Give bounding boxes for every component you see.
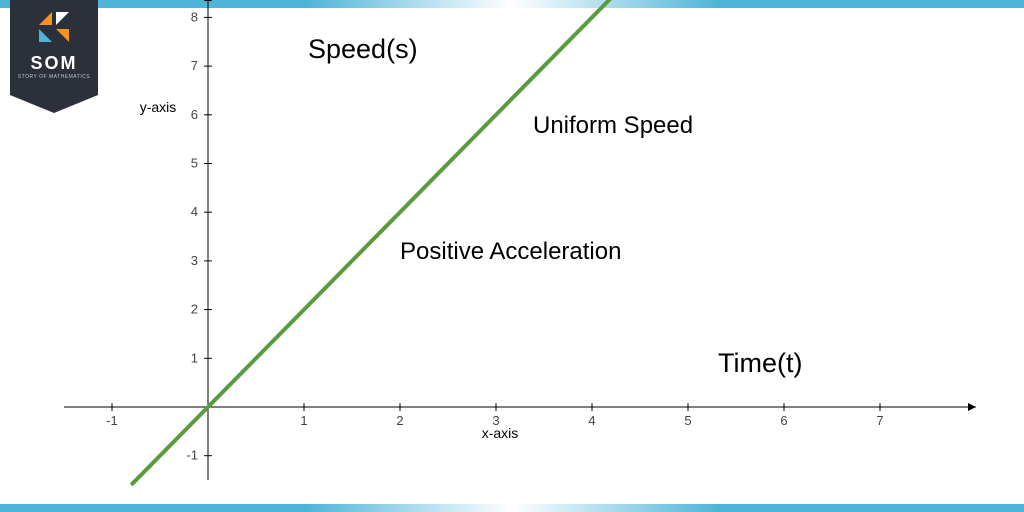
- y-tick-label: 6: [191, 107, 198, 122]
- y-tick-label: 2: [191, 302, 198, 317]
- y-axis-label: y-axis: [140, 99, 177, 115]
- x-tick-label: 6: [780, 413, 787, 428]
- annotation-uniform: Uniform Speed: [533, 112, 693, 140]
- y-tick-label: 3: [191, 253, 198, 268]
- x-tick-label: 4: [588, 413, 595, 428]
- x-axis-label: x-axis: [482, 425, 519, 441]
- annotation-title: Speed(s): [308, 34, 418, 65]
- x-tick-label: 1: [300, 413, 307, 428]
- x-tick-label: 7: [876, 413, 883, 428]
- annotation-positive: Positive Acceleration: [400, 238, 621, 266]
- x-tick-label: 5: [684, 413, 691, 428]
- y-tick-label: 8: [191, 9, 198, 24]
- y-tick-label: 7: [191, 58, 198, 73]
- annotation-time: Time(t): [718, 348, 802, 379]
- x-tick-label: -1: [106, 413, 118, 428]
- y-tick-label: 4: [191, 204, 198, 219]
- y-tick-label: 5: [191, 156, 198, 171]
- x-tick-label: 2: [396, 413, 403, 428]
- y-tick-label: 1: [191, 350, 198, 365]
- y-tick-label: -1: [186, 448, 198, 463]
